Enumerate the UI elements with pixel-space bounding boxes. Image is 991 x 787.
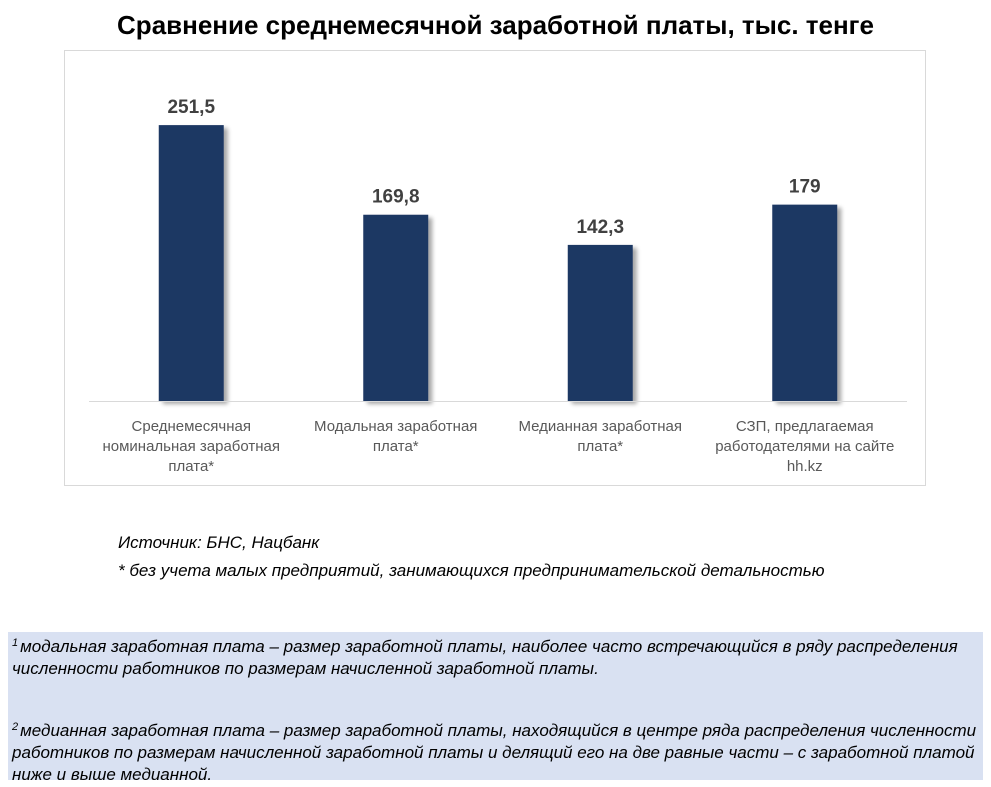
category-label-3-line-1: Медианная заработная (519, 418, 682, 435)
data-label-4: 179 (789, 177, 821, 198)
category-label-3-line-2: плата* (577, 438, 623, 455)
bar-3 (567, 244, 633, 401)
bar-4 (772, 204, 838, 401)
data-label-1: 251,5 (167, 97, 215, 118)
footnote-2: 2 медианная заработная плата – размер зар… (12, 716, 979, 786)
bar-chart-svg: 251,5 Среднемесячная номинальная заработна… (89, 97, 907, 475)
footnotes-panel: 1 модальная заработная плата – размер зар… (8, 632, 983, 784)
footnote-text: модальная заработная плата – размер зара… (12, 637, 958, 678)
bar-1 (158, 125, 224, 402)
category-label-2-line-2: плата* (373, 438, 419, 455)
asterisk-note: * без учета малых предприятий, занимающи… (118, 561, 825, 580)
bar-2 (363, 214, 429, 401)
data-label-2: 169,8 (372, 187, 420, 208)
category-label-4-line-3: hh.kz (787, 458, 823, 475)
footnote-mark: 1 (12, 637, 19, 649)
category-label-2-line-1: Модальная заработная (314, 418, 477, 435)
footnote-1: 1 модальная заработная плата – размер зар… (12, 632, 979, 680)
chart-area: 251,5 Среднемесячная номинальная заработна… (64, 50, 926, 486)
footnote-mark: 2 (12, 721, 19, 733)
source-note: Источник: БНС, Нацбанк (118, 533, 320, 552)
chart-title: Сравнение среднемесячной заработной плат… (117, 10, 874, 40)
category-label-4-line-2: работодателями на сайте (715, 438, 894, 455)
category-label-1-line-1: Среднемесячная (132, 418, 251, 435)
category-label-1-line-3: плата* (168, 458, 214, 475)
footnote-text: медианная заработная плата – размер зара… (12, 721, 977, 784)
category-label-1-line-2: номинальная заработная (102, 438, 280, 455)
category-label-4-line-1: СЗП, предлагаемая (736, 418, 874, 435)
data-label-3: 142,3 (576, 217, 624, 238)
chart-notes: Источник: БНС, Нацбанк * без учета малых… (118, 532, 824, 588)
